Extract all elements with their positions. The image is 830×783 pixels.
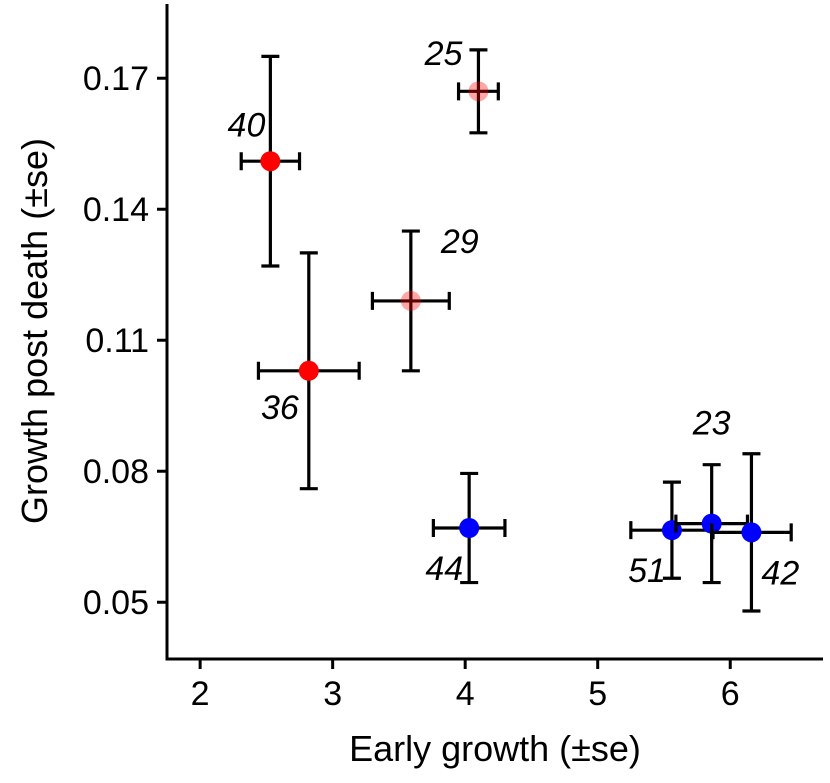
data-point-group-44: 44: [425, 471, 507, 588]
point-label: 51: [628, 552, 666, 590]
data-point: [298, 360, 319, 381]
data-point-group-25: 25: [424, 35, 500, 135]
y-tick-label: 0.05: [83, 584, 149, 622]
point-label: 40: [228, 106, 266, 144]
x-tick-label: 2: [191, 675, 210, 713]
point-label: 44: [425, 550, 463, 588]
data-point: [741, 522, 762, 543]
data-point: [468, 81, 489, 102]
point-label: 29: [440, 223, 479, 261]
ticks: 2 3 4 5 60.050.080.110.140.17: [83, 60, 740, 713]
x-tick-label: 5: [588, 675, 607, 713]
data-point-group-51: 51: [628, 480, 715, 590]
point-label: 36: [261, 389, 299, 427]
point-label: 25: [424, 35, 463, 73]
x-tick-label: 6: [721, 675, 740, 713]
x-axis-title: Early growth (±se): [349, 728, 641, 769]
point-label: 42: [761, 554, 799, 592]
axis-lines: [165, 4, 823, 661]
x-tick-label: 4: [456, 675, 475, 713]
data-point: [459, 518, 480, 538]
y-tick-label: 0.08: [83, 453, 149, 491]
x-error-bar: [370, 291, 451, 310]
y-tick-label: 0.14: [83, 191, 149, 229]
data-point-group-36: 36: [256, 251, 361, 491]
x-tick-label: 3: [323, 675, 342, 713]
point-label: 23: [692, 405, 731, 443]
y-axis-title: Growth post death (±se): [14, 138, 55, 524]
data-point: [400, 290, 421, 311]
data-point-group-23: 23: [674, 405, 750, 585]
data-points: 40 25 29 36 44 51 23 42: [228, 35, 799, 613]
x-error-bar: [456, 82, 500, 101]
axes: [165, 4, 823, 661]
y-tick-label: 0.11: [85, 322, 149, 360]
data-point-group-29: 29: [370, 223, 479, 373]
data-point-group-40: 40: [228, 54, 302, 268]
y-tick-label: 0.17: [83, 60, 149, 98]
data-point-group-42: 42: [710, 452, 799, 613]
data-point: [260, 151, 281, 172]
